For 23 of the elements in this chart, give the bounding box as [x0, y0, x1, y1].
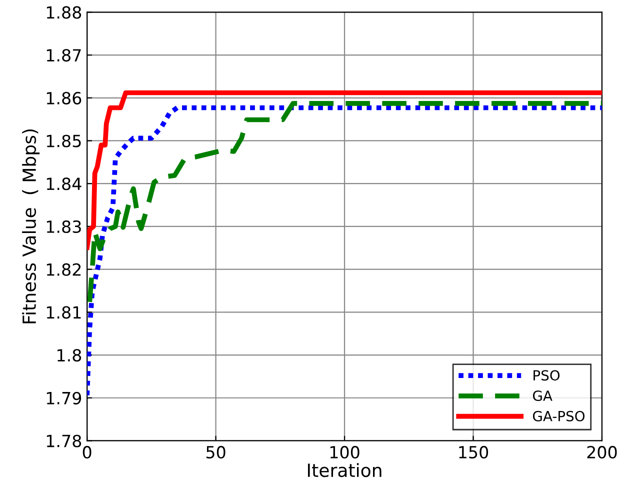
line-series — [87, 90, 602, 250]
y-tick-label: 1.83 — [46, 220, 81, 234]
y-tick-label: 1.78 — [46, 434, 82, 448]
y-tick-label: 1.88 — [46, 6, 82, 19]
line-series — [87, 101, 602, 304]
y-tick-label: 1.82 — [46, 263, 81, 276]
y-tick-label: 1.8 — [58, 348, 82, 362]
y-tick-label: 1.85 — [46, 134, 81, 148]
x-tick-label: 0 — [82, 446, 92, 458]
legend-label: GA-PSO — [533, 410, 585, 422]
legend-label: GA — [533, 390, 552, 401]
y-tick-label: 1.84 — [46, 178, 82, 190]
x-axis-title: Iteration — [308, 463, 382, 478]
legend-label: PSO — [534, 370, 560, 381]
y-tick-label: 1.79 — [46, 392, 82, 404]
y-axis-title: Fitness Value ( Mbps) — [22, 129, 40, 324]
x-tick-label: 50 — [206, 446, 226, 458]
x-tick-label: 100 — [330, 446, 360, 458]
x-tick-label: 150 — [459, 446, 488, 458]
y-tick-label: 1.87 — [46, 48, 81, 62]
y-tick-label: 1.86 — [46, 92, 82, 104]
x-tick-label: 200 — [587, 446, 617, 458]
y-tick-label: 1.81 — [46, 306, 81, 319]
